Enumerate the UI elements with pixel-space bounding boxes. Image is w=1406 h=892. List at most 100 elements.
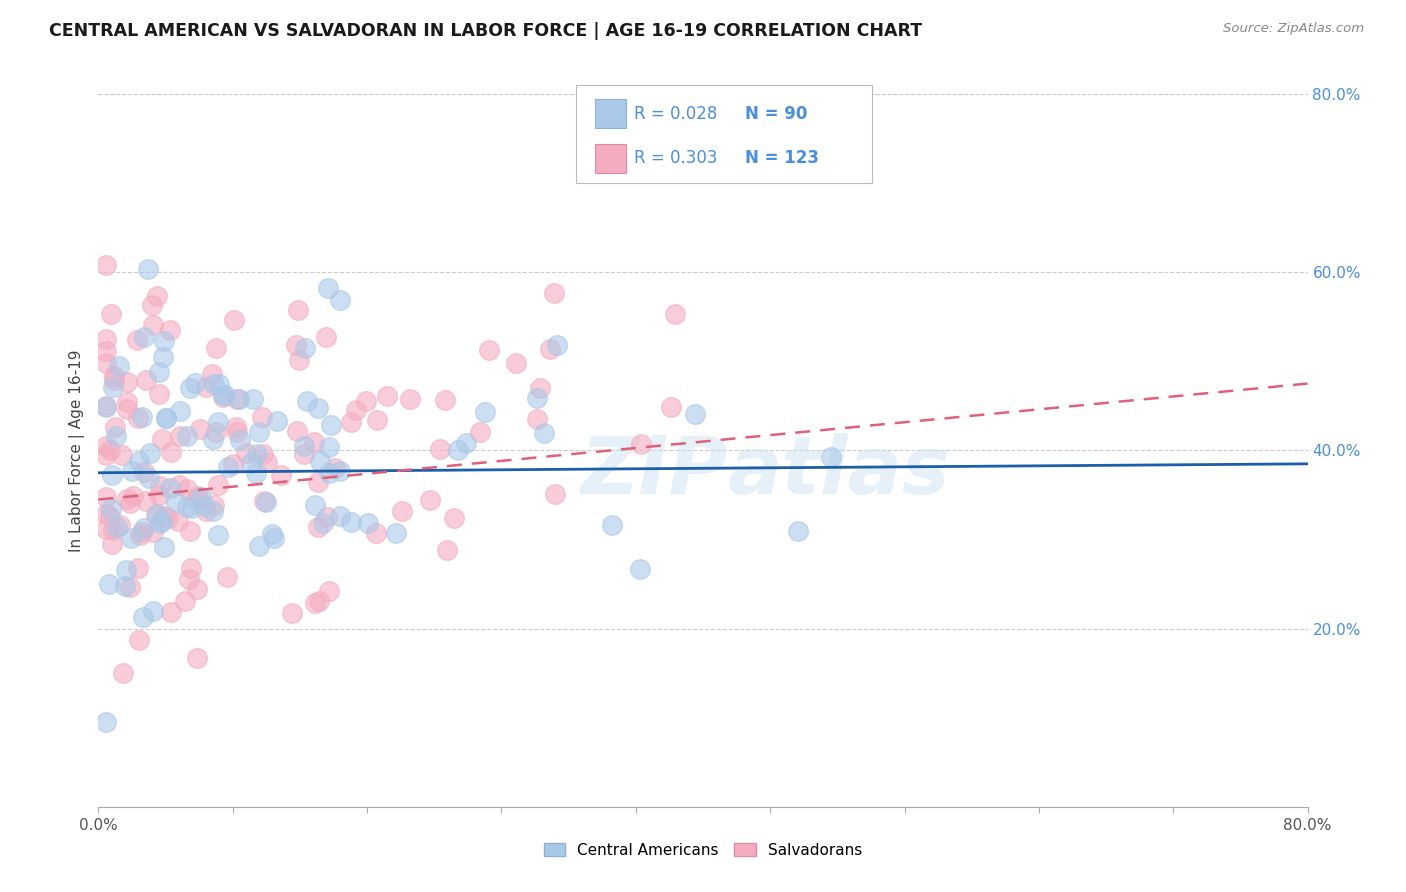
Point (142, 524, 165, 539)
Point (194, 379, 217, 393)
Point (287, 302, 309, 317)
Point (155, 410, 177, 425)
Point (105, 429, 128, 443)
Point (103, 380, 125, 394)
Point (228, 392, 250, 407)
Point (121, 464, 143, 478)
Point (166, 514, 188, 528)
Point (533, 425, 555, 440)
Point (304, 596, 326, 610)
Point (307, 401, 329, 416)
Point (285, 424, 308, 438)
Point (118, 495, 141, 509)
Point (270, 467, 292, 482)
Point (242, 392, 264, 406)
Point (307, 475, 329, 490)
Point (176, 482, 198, 496)
Point (316, 281, 339, 295)
Point (114, 564, 136, 578)
Point (226, 425, 249, 439)
Point (229, 433, 252, 447)
Point (505, 356, 527, 370)
Point (474, 405, 496, 419)
Point (115, 395, 138, 409)
Point (94, 714, 117, 729)
Point (135, 373, 157, 387)
Point (176, 500, 198, 514)
Point (146, 507, 169, 521)
Point (179, 524, 201, 538)
Point (115, 402, 138, 417)
Point (118, 580, 141, 594)
Point (292, 439, 315, 453)
Point (107, 520, 129, 534)
Point (226, 392, 249, 406)
Point (787, 524, 810, 539)
Point (235, 446, 257, 460)
Point (176, 429, 198, 443)
Point (820, 450, 842, 464)
Point (115, 491, 138, 506)
Point (436, 543, 458, 558)
Point (630, 436, 652, 450)
Point (127, 411, 149, 425)
Y-axis label: In Labor Force | Age 16-19: In Labor Force | Age 16-19 (69, 349, 86, 552)
Point (201, 367, 224, 381)
Point (103, 373, 125, 387)
Point (94, 490, 117, 504)
Point (385, 526, 408, 541)
Point (169, 404, 191, 418)
Point (152, 350, 174, 364)
Point (114, 579, 136, 593)
Point (526, 391, 548, 405)
Text: atlas: atlas (727, 433, 950, 511)
Point (149, 479, 172, 493)
Point (188, 422, 211, 436)
Point (167, 477, 190, 491)
Point (94, 400, 117, 414)
Point (247, 425, 270, 439)
Point (190, 491, 212, 505)
Point (149, 516, 172, 530)
Point (256, 455, 278, 469)
Point (375, 389, 398, 403)
Point (316, 509, 339, 524)
Point (108, 359, 131, 373)
Point (266, 414, 288, 428)
Point (94, 356, 117, 370)
Point (212, 390, 235, 404)
Point (94, 508, 117, 522)
Point (138, 471, 160, 485)
Point (111, 448, 134, 462)
Point (153, 540, 176, 554)
Point (329, 293, 352, 308)
Text: N = 90: N = 90 (745, 104, 807, 123)
Point (94, 343, 117, 358)
Point (433, 393, 456, 408)
Point (478, 343, 501, 357)
Point (165, 494, 187, 508)
Text: N = 123: N = 123 (745, 149, 820, 168)
Point (318, 584, 340, 599)
Point (205, 425, 228, 440)
Point (207, 528, 229, 542)
Point (94, 439, 117, 453)
Point (156, 511, 179, 525)
Point (659, 400, 682, 414)
Point (204, 341, 226, 355)
Point (94, 258, 117, 272)
Point (159, 605, 181, 619)
Point (302, 435, 325, 450)
Point (94, 449, 117, 463)
Point (250, 410, 273, 425)
Point (443, 511, 465, 525)
Point (121, 489, 143, 503)
Point (208, 377, 231, 392)
Point (169, 429, 191, 443)
Point (159, 323, 181, 337)
Point (240, 456, 263, 470)
Point (526, 412, 548, 426)
Point (152, 515, 174, 529)
Point (366, 413, 388, 427)
Point (294, 341, 316, 355)
